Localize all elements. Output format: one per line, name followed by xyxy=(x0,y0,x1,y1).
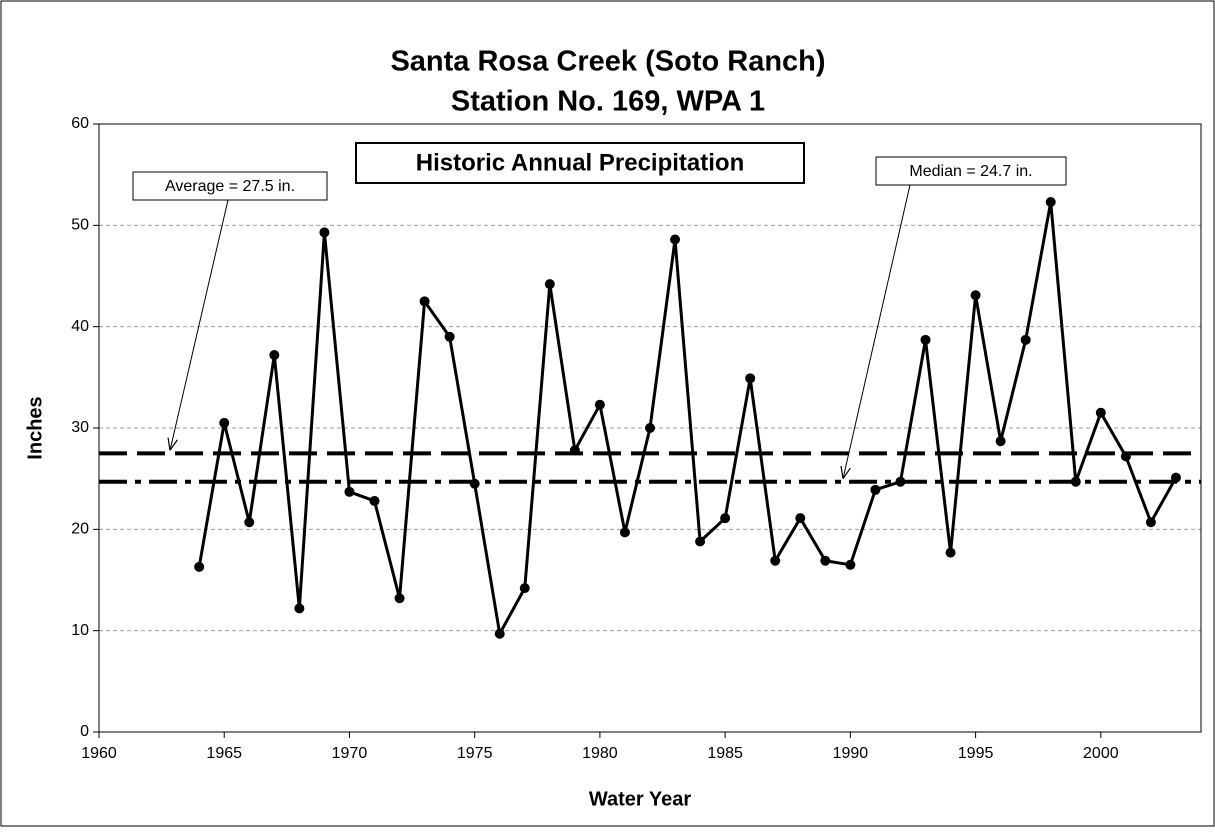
data-point xyxy=(444,331,455,342)
annotation-label: Average = 27.5 in. xyxy=(165,178,295,195)
annotation-label: Median = 24.7 in. xyxy=(909,163,1032,180)
data-point xyxy=(1020,334,1031,345)
x-tick-label: 1975 xyxy=(457,745,493,762)
data-point xyxy=(569,445,580,456)
annotation: Historic Annual Precipitation xyxy=(416,149,745,176)
data-point xyxy=(1145,517,1156,528)
data-point xyxy=(945,547,956,558)
x-tick-label: 1970 xyxy=(332,745,368,762)
y-axis-label: Inches xyxy=(24,396,46,459)
chart-subtitle: Station No. 169, WPA 1 xyxy=(451,86,765,118)
data-point xyxy=(219,417,230,428)
y-tick-label: 0 xyxy=(80,723,89,740)
plot-area xyxy=(98,123,1202,733)
data-point xyxy=(469,478,480,489)
data-point xyxy=(594,399,605,410)
y-tick-label: 50 xyxy=(71,217,89,234)
data-point xyxy=(1070,476,1081,487)
data-point xyxy=(795,513,806,524)
data-point xyxy=(369,495,380,506)
y-tick-label: 30 xyxy=(71,419,89,436)
x-tick-label: 1960 xyxy=(81,745,117,762)
data-point xyxy=(269,350,280,361)
x-tick-label: 1980 xyxy=(582,745,618,762)
annotation-box xyxy=(875,156,1067,186)
data-point xyxy=(845,559,856,570)
data-point xyxy=(419,296,430,307)
data-point xyxy=(194,561,205,572)
data-point xyxy=(1170,472,1181,483)
data-point xyxy=(995,436,1006,447)
data-point xyxy=(920,334,931,345)
data-point xyxy=(544,279,555,290)
chart-title: Santa Rosa Creek (Soto Ranch) xyxy=(390,46,825,78)
x-tick-label: 1965 xyxy=(206,745,242,762)
x-tick-label: 2000 xyxy=(1083,745,1119,762)
data-point xyxy=(645,423,655,433)
data-point xyxy=(745,373,756,384)
x-tick-label: 1985 xyxy=(707,745,743,762)
data-point xyxy=(970,290,981,301)
data-point xyxy=(519,583,530,594)
data-point xyxy=(319,227,330,238)
x-tick-label: 1995 xyxy=(958,745,994,762)
x-axis-label: Water Year xyxy=(589,788,692,810)
annotation-arrow xyxy=(170,199,229,450)
data-point xyxy=(244,517,255,528)
data-point xyxy=(720,513,731,524)
y-tick-label: 10 xyxy=(71,622,89,639)
data-point xyxy=(344,486,355,497)
data-point xyxy=(1120,451,1131,462)
y-tick-label: 60 xyxy=(71,115,89,132)
x-tick-label: 1990 xyxy=(833,745,869,762)
data-point xyxy=(820,555,831,566)
data-point xyxy=(870,484,881,495)
data-point xyxy=(670,234,681,245)
data-point xyxy=(895,476,906,487)
data-point xyxy=(294,603,305,614)
data-point xyxy=(394,593,405,604)
data-point xyxy=(494,628,505,639)
y-tick-label: 40 xyxy=(71,318,89,335)
data-line xyxy=(197,200,1178,636)
annotation-arrow xyxy=(843,184,911,479)
annotation-box xyxy=(132,171,328,201)
y-tick-label: 20 xyxy=(71,521,89,538)
data-point xyxy=(770,555,781,566)
data-point xyxy=(1045,197,1056,208)
annotation-box xyxy=(355,142,805,184)
data-point xyxy=(619,527,630,538)
data-point xyxy=(1095,407,1106,418)
data-point xyxy=(695,536,706,547)
